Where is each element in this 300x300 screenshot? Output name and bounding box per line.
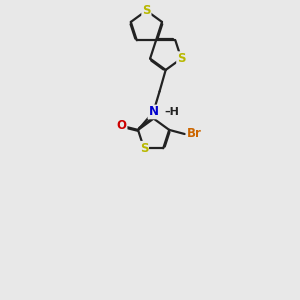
Text: S: S	[177, 52, 185, 65]
Text: S: S	[142, 4, 151, 17]
Text: N: N	[148, 106, 158, 118]
Text: O: O	[117, 119, 127, 132]
Text: Br: Br	[187, 128, 202, 140]
Text: S: S	[140, 142, 148, 155]
Text: –H: –H	[165, 107, 179, 117]
